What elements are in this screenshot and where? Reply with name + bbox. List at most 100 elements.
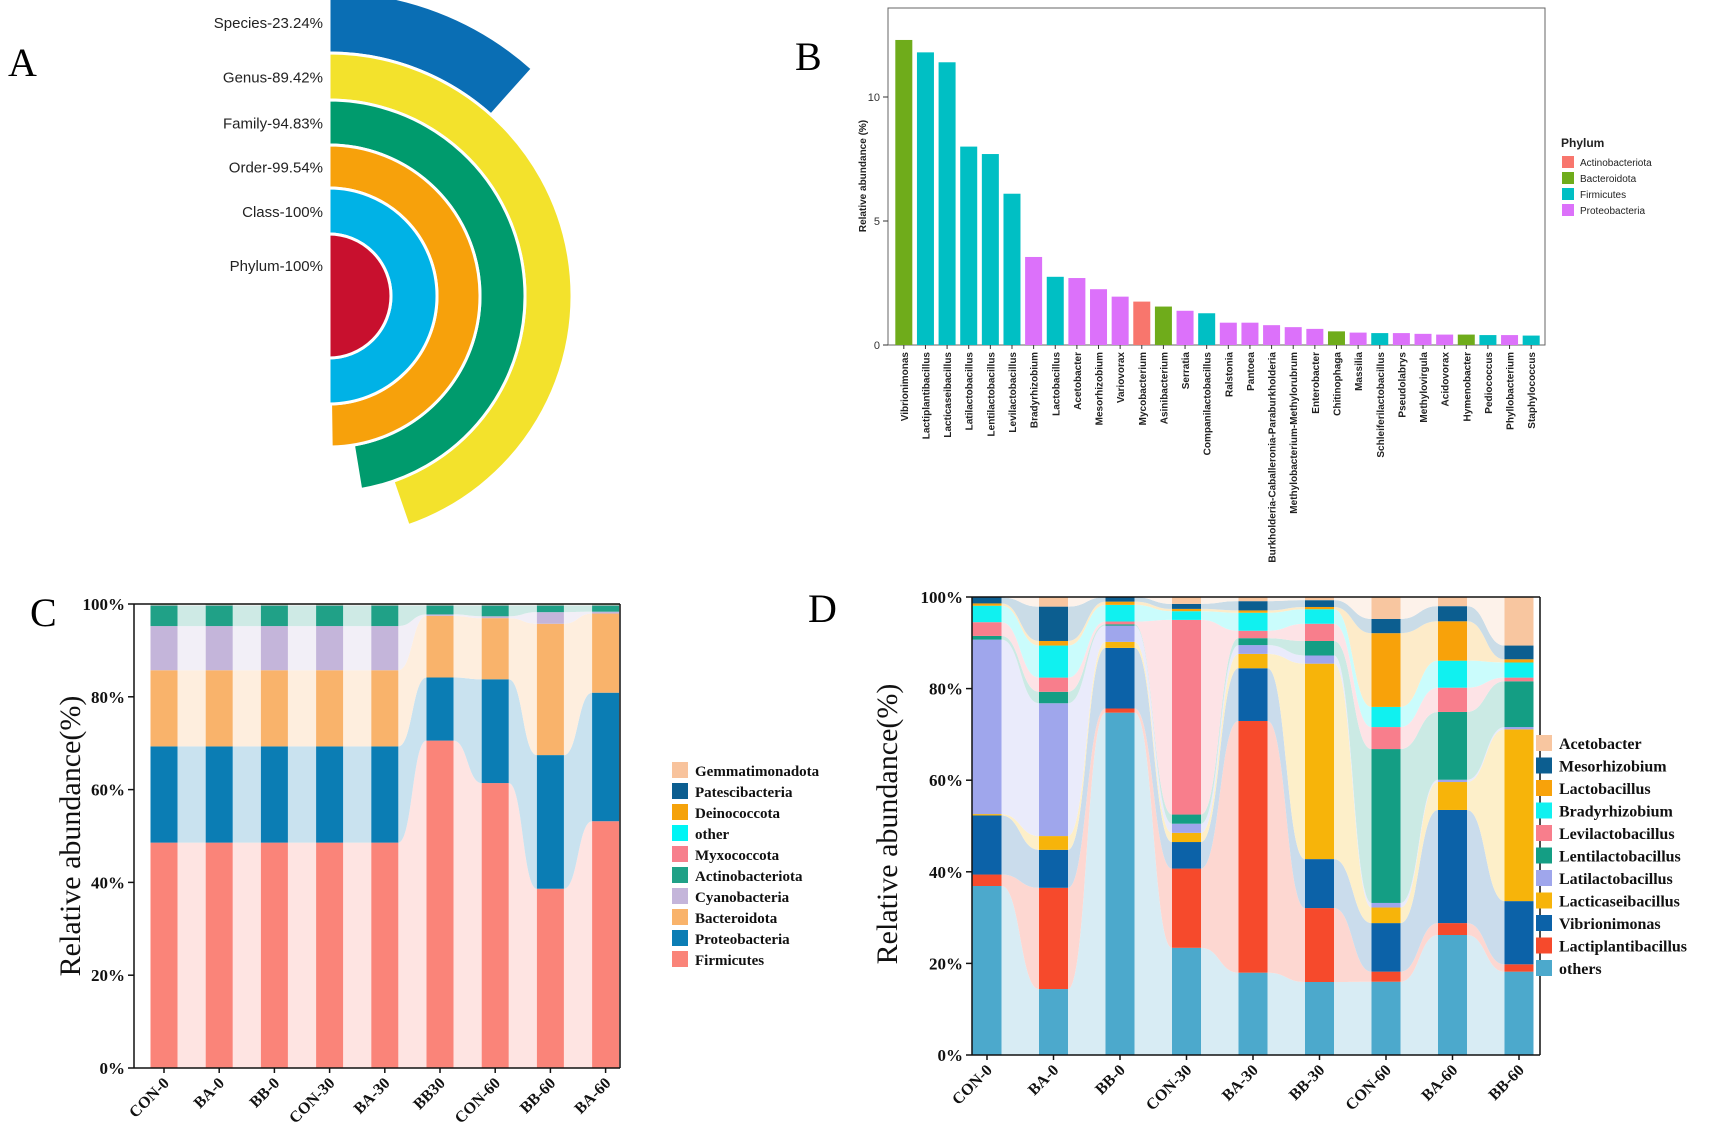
bar-lactiplantibacillus xyxy=(916,52,934,346)
flow-lacticaseibacillus xyxy=(1400,782,1438,924)
x-tick-label: Variovorax xyxy=(1116,352,1127,404)
legend-label: Lentilactobacillus xyxy=(1559,849,1681,866)
flow-bacteroidota xyxy=(287,670,317,747)
bar-segment-proteobacteria xyxy=(426,677,454,741)
flow-bacteroidota xyxy=(508,618,537,756)
legend-label: Mesorhizobium xyxy=(1559,759,1667,776)
bar-segment-vibrionimonas xyxy=(972,815,1002,875)
bar-segment-cyanobacteria xyxy=(426,614,454,616)
bar-segment-bradyrhizobium xyxy=(1438,660,1467,688)
ring-label: Family-94.83% xyxy=(223,116,323,133)
flow-levilactobacillus xyxy=(1001,622,1039,692)
flow-lacticaseibacillus xyxy=(1267,653,1305,860)
x-tick-label: BB-60 xyxy=(517,1075,559,1117)
flow-proteobacteria xyxy=(563,692,593,889)
flow-others xyxy=(1201,947,1239,1055)
legend-title: Phylum xyxy=(1561,136,1604,150)
legend-swatch-latilactobacillus xyxy=(1536,870,1552,886)
legend-swatch-patescibacteria xyxy=(672,783,688,799)
bar-segment-actinobacteriota xyxy=(426,605,454,615)
flow-lactobacillus xyxy=(1267,606,1305,613)
bar-segment-vibrionimonas xyxy=(1371,923,1401,972)
legend-swatch-bacteroidota xyxy=(672,909,688,925)
y-axis-title: Relative abundance(%) xyxy=(54,696,87,977)
bar-segment-others xyxy=(1172,947,1201,1055)
flow-bacteroidota xyxy=(343,670,372,747)
panel-label-d: D xyxy=(808,586,837,631)
flow-lactobacillus xyxy=(1134,601,1172,612)
bar-segment-levilactobacillus xyxy=(1438,687,1467,712)
flow-bradyrhizobium xyxy=(1068,604,1106,678)
bar-segment-actinobacteriota xyxy=(371,605,399,627)
flow-lactiplantibacillus xyxy=(1134,708,1172,948)
legend-swatch-lactiplantibacillus xyxy=(1536,937,1552,954)
bar-segment-others xyxy=(1305,981,1334,1055)
legend-label: Actinobacteriota xyxy=(1580,158,1652,169)
legend-swatch-gemmatimonadota xyxy=(672,762,688,778)
bar-segment-mesorhizobium xyxy=(1172,603,1201,609)
x-tick-label: BB-0 xyxy=(1092,1062,1129,1099)
flow-lactobacillus xyxy=(1068,601,1106,646)
x-tick-label: Massilia xyxy=(1354,352,1365,391)
bar-segment-lacticaseibacillus xyxy=(1371,907,1401,924)
bar-segment-bradyrhizobium xyxy=(1105,604,1135,622)
bar-segment-proteobacteria xyxy=(536,755,564,889)
bar-segment-acetobacter xyxy=(1039,597,1068,607)
bar-segment-bacteroidota xyxy=(371,670,399,747)
bar-segment-latilactobacillus xyxy=(1371,902,1401,908)
bar-variovorax xyxy=(1111,296,1129,345)
bar-segment-lentilactobacillus xyxy=(1172,814,1201,824)
legend-label: Firmicutes xyxy=(695,953,764,969)
bar-segment-lacticaseibacillus xyxy=(972,814,1002,816)
panel-a-radial-chart: Species-23.24% Genus-89.42% Family-94.83% O… xyxy=(214,0,574,528)
ring-phylum xyxy=(327,232,393,360)
flow-lactobacillus xyxy=(1201,608,1239,613)
bar-segment-latilactobacillus xyxy=(1305,655,1334,664)
x-tick-label: BB30 xyxy=(410,1075,448,1113)
flow-proteobacteria xyxy=(177,746,206,843)
legend-label: Bradyrhizobium xyxy=(1559,804,1673,821)
bar-segment-firmicutes xyxy=(371,842,399,1068)
flow-acetobacter xyxy=(1201,597,1239,604)
y-tick-label: 80% xyxy=(91,688,125,707)
bar-segment-lactobacillus xyxy=(1504,659,1534,663)
bar-segment-lentilactobacillus xyxy=(1039,691,1068,704)
flow-bacteroidota xyxy=(563,613,593,756)
legend-label: Levilactobacillus xyxy=(1559,826,1675,843)
bar-chitinophaga xyxy=(1327,331,1345,345)
x-tick-label: BA-0 xyxy=(191,1075,228,1112)
flow-cyanobacteria xyxy=(508,612,537,624)
flow-vibrionimonas xyxy=(1267,668,1305,909)
bar-segment-lacticaseibacillus xyxy=(1172,832,1201,843)
bar-segment-firmicutes xyxy=(205,842,233,1068)
bar-segment-mesorhizobium xyxy=(1438,606,1467,622)
bar-segment-lactobacillus xyxy=(1305,606,1334,610)
x-tick-label: CON-30 xyxy=(286,1075,338,1127)
legend-swatch-cyanobacteria xyxy=(672,888,688,904)
x-tick-label: Asinibacterium xyxy=(1159,352,1170,424)
legend-swatch-actinobacteriota xyxy=(1562,156,1574,168)
bar-segment-levilactobacillus xyxy=(1105,621,1135,625)
bar-segment-actinobacteriota xyxy=(260,605,288,627)
legend-label: Patescibacteria xyxy=(695,785,793,801)
flow-others xyxy=(1467,935,1505,1055)
legend-label: Cyanobacteria xyxy=(695,890,790,906)
bar-segment-bradyrhizobium xyxy=(1172,611,1201,620)
legend-label: Lactiplantibacillus xyxy=(1559,939,1687,956)
flow-others xyxy=(1334,981,1372,1055)
x-tick-label: Phyllobacterium xyxy=(1506,352,1517,430)
flow-bradyrhizobium xyxy=(1334,609,1372,728)
flow-lacticaseibacillus xyxy=(1134,641,1172,843)
flow-proteobacteria xyxy=(508,679,537,889)
bar-segment-proteobacteria xyxy=(371,746,399,843)
flow-actinobacteriota xyxy=(453,605,482,617)
x-tick-label: Latilactobacillus xyxy=(965,352,976,431)
legend-swatch-lentilactobacillus xyxy=(1536,847,1552,864)
legend-label: Latilactobacillus xyxy=(1559,871,1673,888)
bar-segment-proteobacteria xyxy=(260,746,288,843)
bar-segment-latilactobacillus xyxy=(1039,703,1068,837)
x-tick-label: BB-60 xyxy=(1486,1062,1528,1104)
panel-label-a: A xyxy=(8,40,37,85)
flow-lactobacillus xyxy=(1001,603,1039,646)
flow-latilactobacillus xyxy=(1001,639,1039,837)
